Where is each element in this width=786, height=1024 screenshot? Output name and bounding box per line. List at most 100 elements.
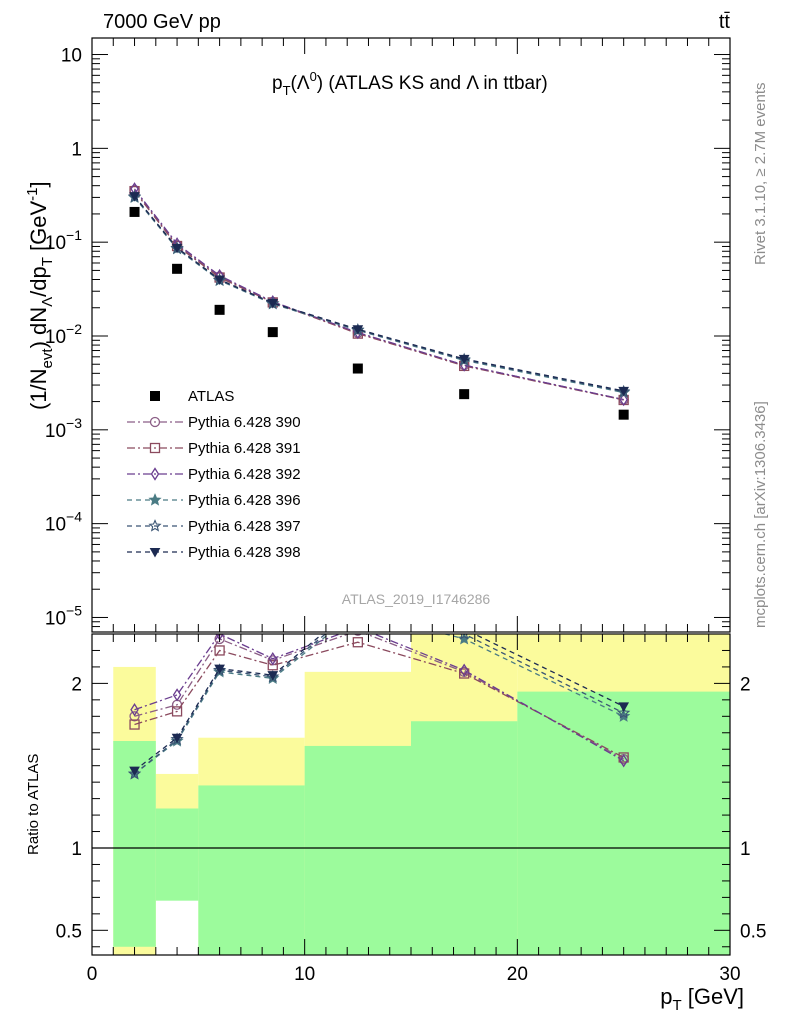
legend-label-5: Pythia 6.428 398 (188, 544, 301, 561)
ylabel-d: [GeV (26, 200, 51, 257)
ratio-point-1-5 (459, 668, 470, 679)
ratio-point-3-5 (457, 634, 471, 645)
y-tick-label-main-mantissa-4: 10 (45, 421, 66, 442)
main-data-points (129, 206, 629, 420)
plot-title: pT(Λ0) (ATLAS KS and Λ in ttbar) (272, 69, 548, 98)
y-tick-label-main-mantissa-0: 10 (61, 46, 82, 67)
ratio-band-inner-2 (198, 785, 305, 955)
y-tick-label-main-3: 10−2 (45, 321, 82, 348)
plot-title-sub: T (283, 83, 291, 98)
main-series (127, 182, 631, 407)
ratio-bands (113, 634, 730, 955)
legend-label-0: Pythia 6.428 390 (188, 414, 301, 431)
plot-title-lambda: Λ (297, 73, 310, 94)
ylabel-exp: -1 (24, 187, 41, 200)
y-tick-label-ratio-left-2: 2 (71, 674, 82, 695)
ratio-point-1-4 (352, 637, 363, 648)
legend: ATLAS Pythia 6.428 390 Pythia 6.428 391 Pyt… (127, 388, 301, 561)
side-label-bottom: mcplots.cern.ch [arXiv:1306.3436] (752, 401, 769, 628)
ratio-point-5-0 (129, 766, 140, 777)
legend-label-3: Pythia 6.428 396 (188, 492, 301, 509)
header-right-label: tt̄ (719, 11, 731, 33)
main-series-line-4 (133, 196, 624, 393)
data-point-3 (267, 327, 278, 338)
ylabel-T: T (39, 257, 56, 266)
ratio-series (127, 634, 631, 780)
legend-label-1: Pythia 6.428 391 (188, 440, 301, 457)
y-tick-label-main-0: 10 (61, 46, 82, 67)
main-series-line-1 (133, 190, 624, 401)
x-tick-label-0: 0 (87, 964, 98, 985)
side-label-top: Rivet 3.1.10, ≥ 2.7M events (752, 83, 769, 266)
y-tick-label-ratio-right-0: 0.5 (740, 921, 766, 942)
ratio-point-2-1 (172, 688, 182, 702)
y-tick-label-main-1: 1 (71, 139, 82, 160)
main-point-5-2 (214, 275, 225, 286)
y-tick-label-main-mantissa-3: 10 (45, 327, 66, 348)
ratio-point-2-6 (619, 754, 628, 768)
ratio-point-1-6 (618, 752, 629, 763)
main-series-line-5 (133, 195, 624, 392)
ratio-series-line-2 (134, 634, 625, 762)
legend-marker-4 (148, 519, 162, 532)
y-tick-label-main-5: 10−4 (45, 509, 82, 536)
y-tick-label-ratio-left-1: 1 (71, 839, 82, 860)
plot-title-open: ( (291, 73, 298, 94)
y-tick-label-main-mantissa-1: 1 (71, 139, 82, 160)
y-tick-label-main-exp-5: −4 (66, 509, 82, 525)
ylabel-b: ) dN (26, 307, 51, 349)
legend-marker-0 (149, 416, 161, 428)
ratio-series-line-1 (134, 641, 625, 759)
main-point-5-4 (352, 325, 364, 335)
y-tick-label-ratio-right-1: 1 (740, 839, 751, 860)
legend-marker-1 (149, 442, 161, 454)
ratio-point-1-1 (171, 706, 183, 717)
x-tick-label-3: 30 (719, 964, 740, 985)
y-tick-label-main-exp-4: −3 (66, 415, 82, 431)
ratio-point-1-3 (267, 660, 278, 671)
y-tick-label-main-6: 10−5 (45, 602, 82, 629)
main-y-axis-title: (1/Nevt) dNΛ/dpT [GeV-1] (24, 181, 56, 410)
ratio-point-2-4 (357, 634, 358, 635)
y-tick-label-main-mantissa-2: 10 (45, 233, 66, 254)
ratio-band-inner-5 (517, 691, 730, 955)
ylabel-e: ] (26, 181, 51, 187)
plot-title-rest: ) (ATLAS KS and Λ in ttbar) (317, 73, 548, 94)
ratio-band-inner-4 (411, 721, 518, 955)
main-series-line-3 (133, 196, 624, 394)
ratio-point-2-3 (268, 651, 278, 666)
plot-title-sup: 0 (310, 69, 317, 84)
main-series-line-0 (133, 189, 624, 401)
legend-label-2: Pythia 6.428 392 (188, 466, 301, 483)
ratio-point-4-6 (617, 706, 631, 719)
ratio-band-inner-1 (155, 808, 199, 901)
y-tick-label-main-mantissa-5: 10 (45, 515, 66, 536)
ratio-point-1-0 (129, 719, 140, 730)
main-point-5-1 (171, 243, 183, 254)
xlabel-T: T (672, 997, 681, 1014)
y-tick-label-main-exp-2: −1 (66, 227, 82, 243)
data-point-5 (459, 389, 470, 400)
ratio-point-0-0 (129, 711, 140, 722)
ratio-point-2-5 (459, 663, 469, 677)
x-tick-label-1: 10 (294, 964, 315, 985)
ratio-point-1-2 (214, 645, 225, 656)
y-tick-label-main-4: 10−3 (45, 415, 82, 442)
ratio-band-inner-3 (304, 745, 411, 955)
ratio-point-5-1 (171, 733, 183, 744)
y-tick-label-ratio-left-0: 0.5 (56, 921, 82, 942)
ratio-point-2-0 (130, 703, 139, 717)
ratio-point-5-2 (214, 664, 225, 675)
x-tick-label-2: 20 (507, 964, 528, 985)
plot-title-p: p (272, 73, 283, 94)
ratio-point-5-3 (267, 671, 279, 681)
legend-marker-data (150, 391, 160, 401)
legend-marker-2 (150, 467, 160, 481)
y-tick-label-main-exp-3: −2 (66, 321, 82, 337)
main-point-5-6 (618, 386, 630, 397)
main-series-line-2 (133, 188, 624, 401)
data-point-2 (214, 304, 225, 315)
ylabel-c: /dp (26, 266, 51, 297)
